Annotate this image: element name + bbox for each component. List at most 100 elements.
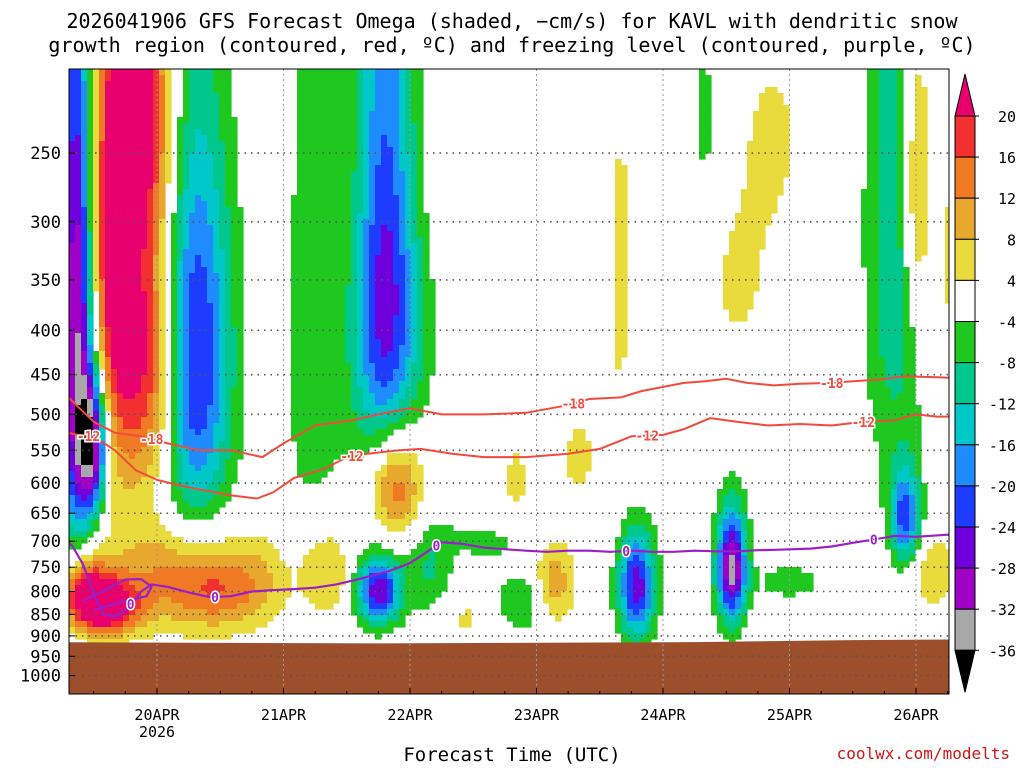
omega-cell <box>219 363 226 370</box>
omega-cell <box>363 435 370 442</box>
omega-cell <box>219 387 226 394</box>
omega-cell <box>303 555 310 562</box>
omega-cell <box>201 549 208 556</box>
omega-cell <box>147 633 154 640</box>
omega-cell <box>201 339 208 346</box>
omega-cell <box>231 225 238 232</box>
omega-cell <box>729 615 736 622</box>
omega-cell <box>75 483 82 490</box>
omega-cell <box>135 393 142 400</box>
omega-cell <box>219 93 226 100</box>
omega-cell <box>399 417 406 424</box>
omega-cell <box>513 477 520 484</box>
omega-cell <box>213 603 220 610</box>
omega-cell <box>129 387 136 394</box>
omega-cell <box>381 231 388 238</box>
omega-cell <box>393 303 400 310</box>
omega-cell <box>411 279 418 286</box>
omega-cell <box>297 243 304 250</box>
omega-cell <box>393 351 400 358</box>
omega-cell <box>303 279 310 286</box>
omega-cell <box>213 111 220 118</box>
omega-cell <box>87 159 94 166</box>
omega-cell <box>183 147 190 154</box>
omega-cell <box>381 507 388 514</box>
omega-cell <box>135 585 142 592</box>
omega-cell <box>141 231 148 238</box>
omega-cell <box>429 567 436 574</box>
omega-cell <box>363 177 370 184</box>
omega-cell <box>567 591 574 598</box>
omega-cell <box>237 585 244 592</box>
omega-cell <box>423 273 430 280</box>
omega-cell <box>543 597 550 604</box>
omega-cell <box>189 141 196 148</box>
omega-cell <box>99 345 106 352</box>
omega-cell <box>729 237 736 244</box>
omega-cell <box>633 573 640 580</box>
omega-cell <box>651 531 658 538</box>
omega-cell <box>105 117 112 124</box>
omega-cell <box>177 159 184 166</box>
omega-cell <box>363 375 370 382</box>
omega-cell <box>231 117 238 124</box>
omega-cell <box>159 573 166 580</box>
omega-cell <box>135 621 142 628</box>
omega-cell <box>195 261 202 268</box>
omega-cell <box>129 501 136 508</box>
omega-cell <box>123 207 130 214</box>
omega-cell <box>87 261 94 268</box>
omega-cell <box>417 123 424 130</box>
omega-cell <box>69 201 76 208</box>
omega-cell <box>111 327 118 334</box>
omega-cell <box>213 501 220 508</box>
omega-cell <box>153 261 160 268</box>
omega-cell <box>141 423 148 430</box>
omega-cell <box>183 309 190 316</box>
omega-cell <box>375 189 382 196</box>
omega-cell <box>363 345 370 352</box>
omega-cell <box>75 207 82 214</box>
omega-cell <box>291 411 298 418</box>
omega-cell <box>321 69 328 76</box>
omega-cell <box>417 303 424 310</box>
omega-cell <box>387 333 394 340</box>
omega-cell <box>633 639 640 646</box>
omega-cell <box>189 249 196 256</box>
omega-cell <box>147 219 154 226</box>
omega-cell <box>387 597 394 604</box>
omega-cell <box>123 261 130 268</box>
omega-cell <box>735 315 742 322</box>
omega-cell <box>339 279 346 286</box>
omega-cell <box>723 267 730 274</box>
omega-cell <box>393 411 400 418</box>
omega-cell <box>333 93 340 100</box>
omega-cell <box>93 129 100 136</box>
omega-cell <box>183 501 190 508</box>
omega-cell <box>177 381 184 388</box>
omega-cell <box>723 513 730 520</box>
omega-cell <box>159 81 166 88</box>
omega-cell <box>195 297 202 304</box>
omega-cell <box>153 279 160 286</box>
omega-cell <box>219 459 226 466</box>
omega-cell <box>159 201 166 208</box>
omega-cell <box>129 189 136 196</box>
omega-cell <box>93 639 100 646</box>
omega-cell <box>369 375 376 382</box>
omega-cell <box>543 561 550 568</box>
omega-cell <box>729 273 736 280</box>
omega-cell <box>423 267 430 274</box>
omega-cell <box>93 405 100 412</box>
omega-cell <box>69 489 76 496</box>
omega-cell <box>309 381 316 388</box>
omega-cell <box>225 387 232 394</box>
omega-cell <box>561 549 568 556</box>
omega-cell <box>393 141 400 148</box>
omega-cell <box>123 387 130 394</box>
omega-cell <box>387 303 394 310</box>
omega-cell <box>705 81 712 88</box>
omega-cell <box>507 477 514 484</box>
omega-cell <box>207 381 214 388</box>
omega-cell <box>147 195 154 202</box>
